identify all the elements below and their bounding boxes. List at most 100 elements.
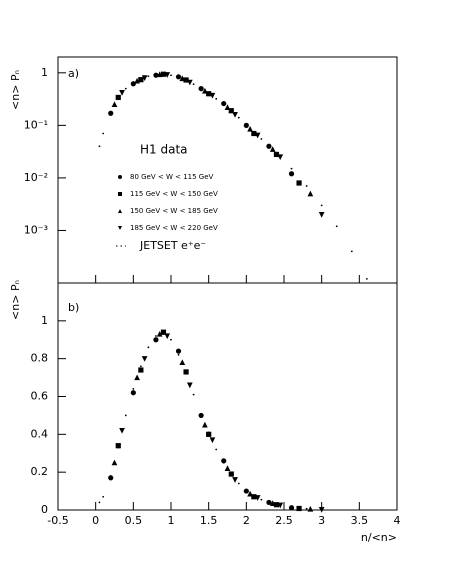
curve-dot bbox=[260, 138, 263, 140]
legend-marker bbox=[118, 209, 122, 213]
data-point bbox=[269, 146, 276, 152]
data-point bbox=[111, 101, 118, 108]
y-axis-label: <n> Pₙ bbox=[9, 70, 22, 110]
data-point bbox=[179, 75, 186, 82]
x-tick-label: 0.5 bbox=[125, 514, 143, 527]
legend-label: 115 GeV < W < 150 GeV bbox=[130, 190, 218, 198]
curve-dot bbox=[185, 79, 187, 82]
x-tick-label: 3.5 bbox=[351, 514, 369, 527]
x-tick-label: 3 bbox=[318, 514, 325, 527]
x-tick-label: 4 bbox=[394, 514, 401, 527]
data-point bbox=[186, 382, 193, 389]
data-point bbox=[164, 72, 171, 78]
curve-dot bbox=[155, 335, 157, 337]
curve-dot bbox=[98, 501, 101, 504]
curve-dot bbox=[252, 131, 255, 133]
data-point bbox=[202, 87, 208, 94]
y-tick-label: 1 bbox=[41, 314, 48, 327]
curve-dot bbox=[350, 250, 353, 253]
x-tick-label: -0.5 bbox=[47, 514, 68, 527]
data-point bbox=[296, 505, 302, 512]
data-point bbox=[251, 494, 257, 500]
data-point bbox=[232, 112, 238, 118]
legend-label: 150 GeV < W < 185 GeV bbox=[130, 207, 218, 215]
curve-dot bbox=[200, 87, 203, 90]
curve-dot bbox=[139, 365, 142, 368]
curve-dot bbox=[109, 475, 112, 477]
data-point bbox=[266, 499, 272, 506]
legend-label: JETSET e⁺e⁻ bbox=[139, 239, 206, 252]
curve-dot bbox=[365, 277, 368, 280]
data-point bbox=[277, 502, 284, 509]
x-tick-label: 2.5 bbox=[275, 514, 293, 527]
curve-dot bbox=[222, 103, 225, 106]
data-point bbox=[134, 374, 140, 381]
data-point bbox=[221, 458, 227, 464]
data-point bbox=[254, 495, 261, 501]
curve-dot bbox=[139, 78, 142, 80]
data-point bbox=[164, 333, 171, 340]
data-point bbox=[156, 330, 163, 337]
curve-dot bbox=[275, 151, 278, 154]
data-point bbox=[277, 154, 284, 161]
curve-dot bbox=[237, 116, 240, 119]
curve-dot bbox=[305, 507, 308, 510]
curve-dot bbox=[200, 414, 203, 417]
data-point bbox=[160, 329, 167, 335]
curve-dot bbox=[132, 82, 135, 84]
curve-dot bbox=[290, 167, 293, 170]
data-point bbox=[269, 500, 276, 506]
curve-dot bbox=[98, 145, 101, 148]
y-tick-label: 10⁻¹ bbox=[24, 118, 48, 131]
curve-dot bbox=[237, 482, 240, 485]
data-point bbox=[273, 151, 280, 158]
curve-dot bbox=[147, 75, 150, 78]
curve-dot bbox=[155, 73, 157, 76]
data-point bbox=[179, 359, 186, 366]
data-point bbox=[247, 125, 253, 132]
curve-dot bbox=[230, 109, 233, 112]
legend-label: 80 GeV < W < 115 GeV bbox=[130, 173, 214, 181]
data-point bbox=[156, 71, 163, 78]
y-axis-label: <n> Pₙ bbox=[9, 280, 22, 320]
legend-marker bbox=[118, 175, 122, 179]
curve-dot bbox=[177, 353, 180, 356]
data-point bbox=[108, 475, 114, 481]
x-tick-label: 1.5 bbox=[200, 514, 218, 527]
data-point bbox=[251, 130, 257, 137]
curve-dot bbox=[252, 494, 255, 497]
data-point bbox=[224, 104, 231, 110]
data-point bbox=[266, 143, 272, 149]
panel-b-frame bbox=[57, 282, 398, 511]
curve-dot bbox=[320, 204, 323, 207]
curve-dot bbox=[185, 372, 187, 375]
curve-dot bbox=[192, 83, 195, 85]
data-point bbox=[108, 110, 114, 116]
data-point bbox=[175, 348, 182, 354]
data-point bbox=[224, 465, 231, 471]
curve-dot bbox=[260, 498, 263, 501]
panel-a-frame bbox=[57, 56, 398, 284]
x-axis-label: n/<n> bbox=[361, 531, 397, 544]
data-point bbox=[318, 212, 325, 218]
legend-marker bbox=[118, 192, 122, 196]
data-point bbox=[254, 132, 261, 139]
curve-dot bbox=[207, 431, 210, 434]
data-point bbox=[141, 75, 148, 82]
data-point bbox=[153, 337, 159, 343]
curve-dot bbox=[170, 74, 172, 77]
curve-dot bbox=[215, 448, 218, 451]
data-point bbox=[232, 477, 238, 483]
curve-dot bbox=[147, 346, 150, 349]
x-tick-label: 0 bbox=[92, 514, 99, 527]
data-point bbox=[115, 443, 121, 449]
curve-dot bbox=[320, 508, 323, 511]
curve-dot bbox=[222, 461, 225, 464]
data-point bbox=[209, 437, 216, 444]
curve-dot bbox=[170, 338, 172, 341]
curve-dot bbox=[102, 495, 105, 498]
curve-dot bbox=[290, 506, 293, 509]
panel-label: a) bbox=[68, 67, 79, 80]
curve-dot bbox=[102, 132, 105, 135]
